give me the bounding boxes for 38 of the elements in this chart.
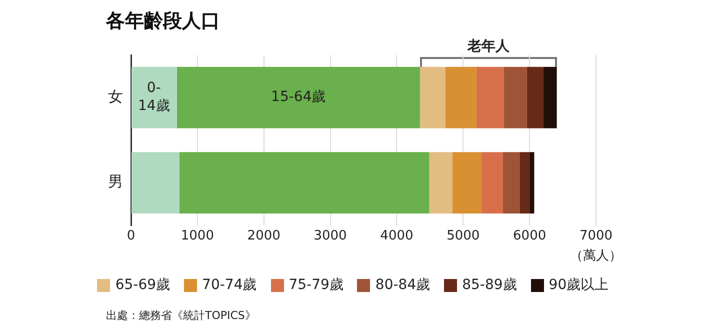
bar	[504, 66, 527, 128]
x-tick-label: 5000	[446, 228, 480, 244]
chart-title: 各年齡段人口	[106, 9, 220, 34]
x-tick-label: 2000	[247, 228, 280, 244]
text: 老年人	[466, 38, 510, 55]
bar	[445, 66, 476, 128]
legend-label: 65-69歲	[115, 276, 170, 294]
bar	[503, 152, 520, 214]
legend-label: 90歲以上	[548, 276, 609, 294]
text: 出處：總務省《統計TOPICS》	[106, 308, 256, 323]
annotation: 15-64歲	[271, 89, 326, 106]
bar	[520, 152, 530, 214]
bar	[176, 66, 420, 128]
bar	[179, 152, 430, 214]
x-tick-label: 6000	[513, 228, 546, 244]
x-tick-label: 1000	[180, 228, 214, 244]
bar	[476, 66, 504, 128]
annotation: 0- 14歲	[138, 80, 170, 114]
bar	[526, 66, 544, 128]
x-tick-label: 3000	[314, 228, 347, 244]
x-tick-label: 0	[126, 228, 136, 244]
legend-label: 85-89歲	[462, 276, 517, 294]
x-tick-label: 4000	[380, 228, 414, 244]
x-axis-title: （萬人）	[570, 248, 622, 264]
legend-label: 75-79歲	[288, 276, 344, 294]
y-tick-label: 男	[108, 172, 123, 191]
bar	[481, 152, 503, 214]
bar	[544, 66, 557, 128]
bar	[132, 66, 177, 128]
bar	[429, 152, 453, 214]
legend-label: 80-84歲	[375, 276, 430, 294]
x-tick-label: 7000	[579, 228, 613, 244]
bar	[452, 152, 482, 214]
bar	[530, 152, 534, 214]
legend-label: 70-74歲	[202, 276, 257, 294]
y-tick-label: 女	[108, 87, 123, 106]
bar	[132, 152, 180, 214]
bar	[420, 66, 446, 128]
